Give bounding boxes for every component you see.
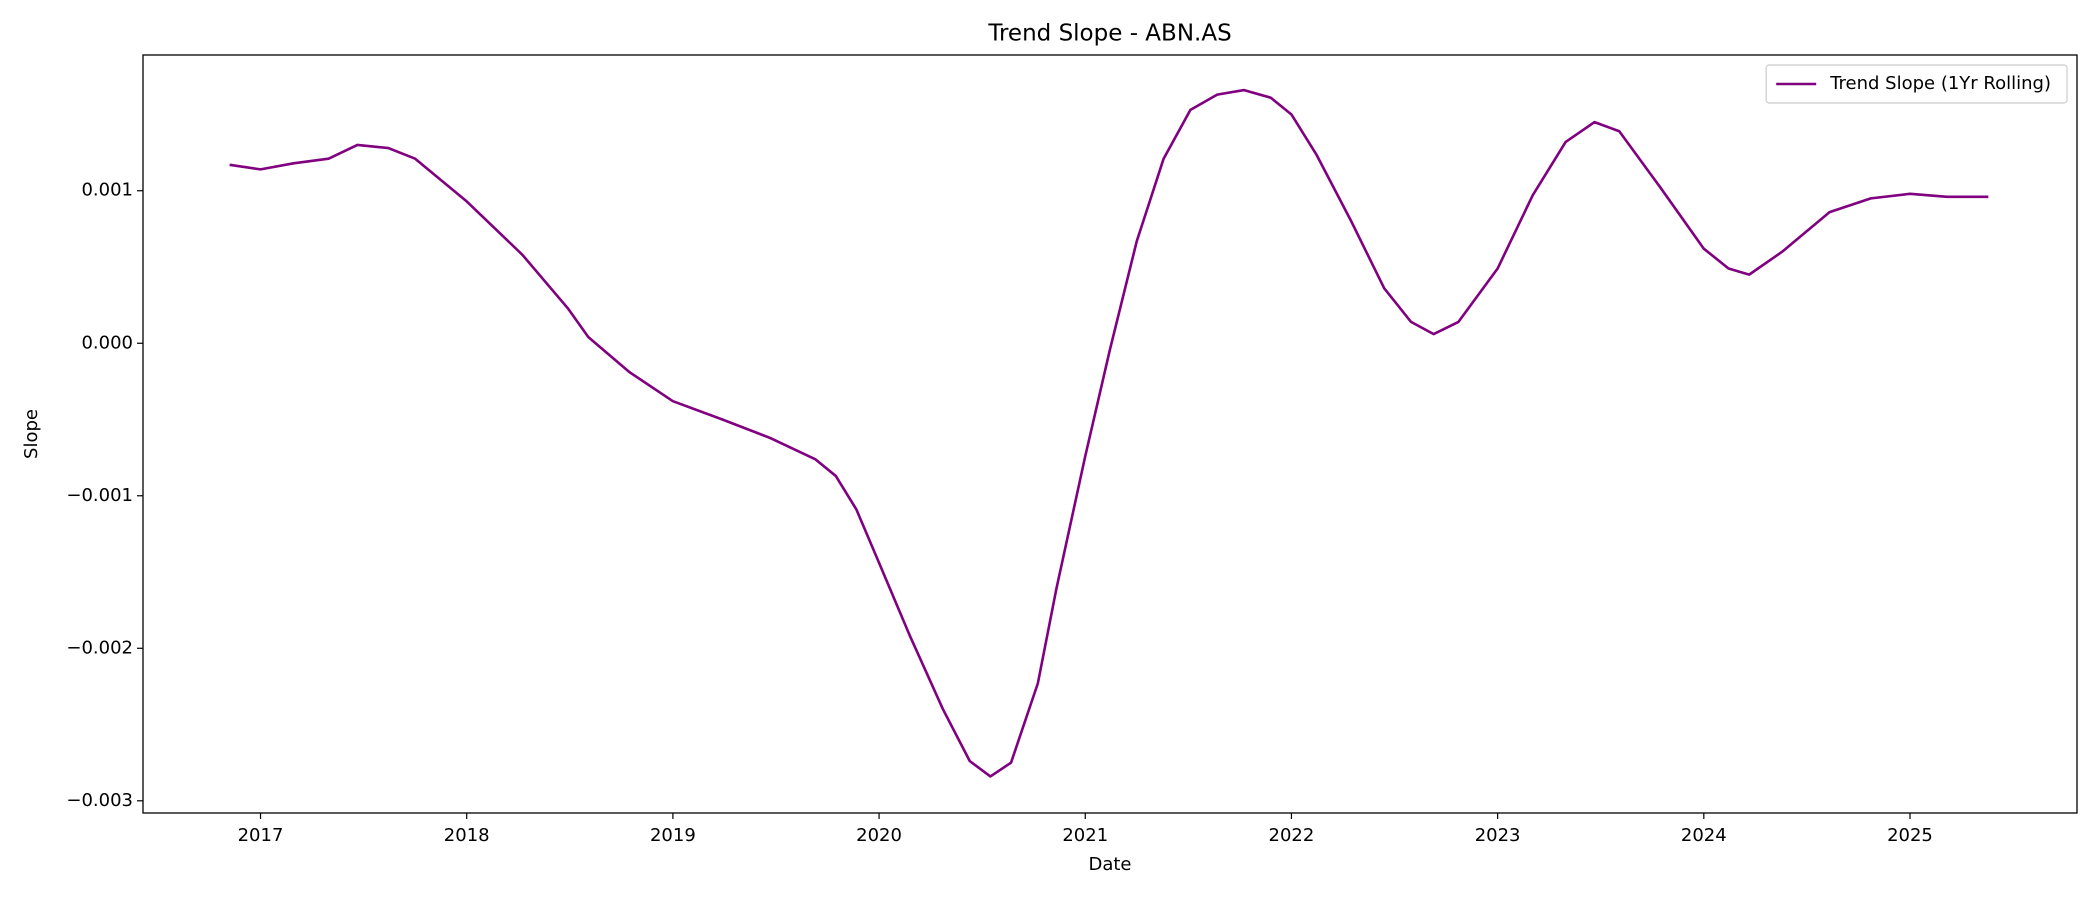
x-axis-label: Date (1088, 854, 1131, 875)
legend-label: Trend Slope (1Yr Rolling) (1829, 73, 2051, 94)
chart-title: Trend Slope - ABN.AS (987, 21, 1231, 47)
legend-box (1765, 64, 2068, 104)
x-tick-label: 2022 (1269, 825, 1315, 846)
y-axis-label: Slope (21, 409, 42, 459)
axes-frame (142, 54, 2078, 814)
x-tick-label: 2020 (856, 825, 902, 846)
x-tick-label: 2023 (1475, 825, 1521, 846)
legend: Trend Slope (1Yr Rolling) (1765, 64, 2068, 104)
x-tick-label: 2021 (1062, 825, 1108, 846)
y-tick-label: 0.000 (81, 332, 133, 353)
x-tick-label: 2018 (444, 825, 490, 846)
y-tick-label: 0.001 (81, 180, 133, 201)
x-tick-label: 2017 (238, 825, 284, 846)
x-tick-label: 2024 (1681, 825, 1727, 846)
x-tick-label: 2025 (1887, 825, 1933, 846)
x-tick-label: 2019 (650, 825, 696, 846)
y-tick-label: −0.002 (66, 637, 133, 658)
y-tick-label: −0.003 (66, 790, 133, 811)
line-series (229, 88, 1989, 778)
y-tick-label: −0.001 (66, 485, 133, 506)
